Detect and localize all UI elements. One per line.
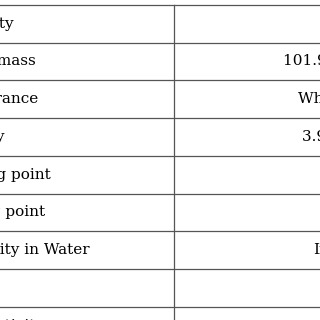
Text: Melting point: Melting point (0, 168, 51, 182)
Text: Boiling point: Boiling point (0, 205, 45, 220)
Text: Solubility in Water: Solubility in Water (0, 243, 90, 257)
Text: 101.96 g/mol: 101.96 g/mol (283, 54, 320, 68)
Text: Molar mass: Molar mass (0, 54, 36, 68)
Text: Appearance: Appearance (0, 92, 38, 106)
Text: White solid: White solid (298, 92, 320, 106)
Text: Conductivity: Conductivity (0, 319, 44, 320)
Text: Property: Property (0, 17, 14, 31)
Text: Density: Density (0, 130, 5, 144)
Text: 3.95 g/cm³: 3.95 g/cm³ (302, 130, 320, 144)
Text: Insoluble: Insoluble (314, 243, 320, 257)
